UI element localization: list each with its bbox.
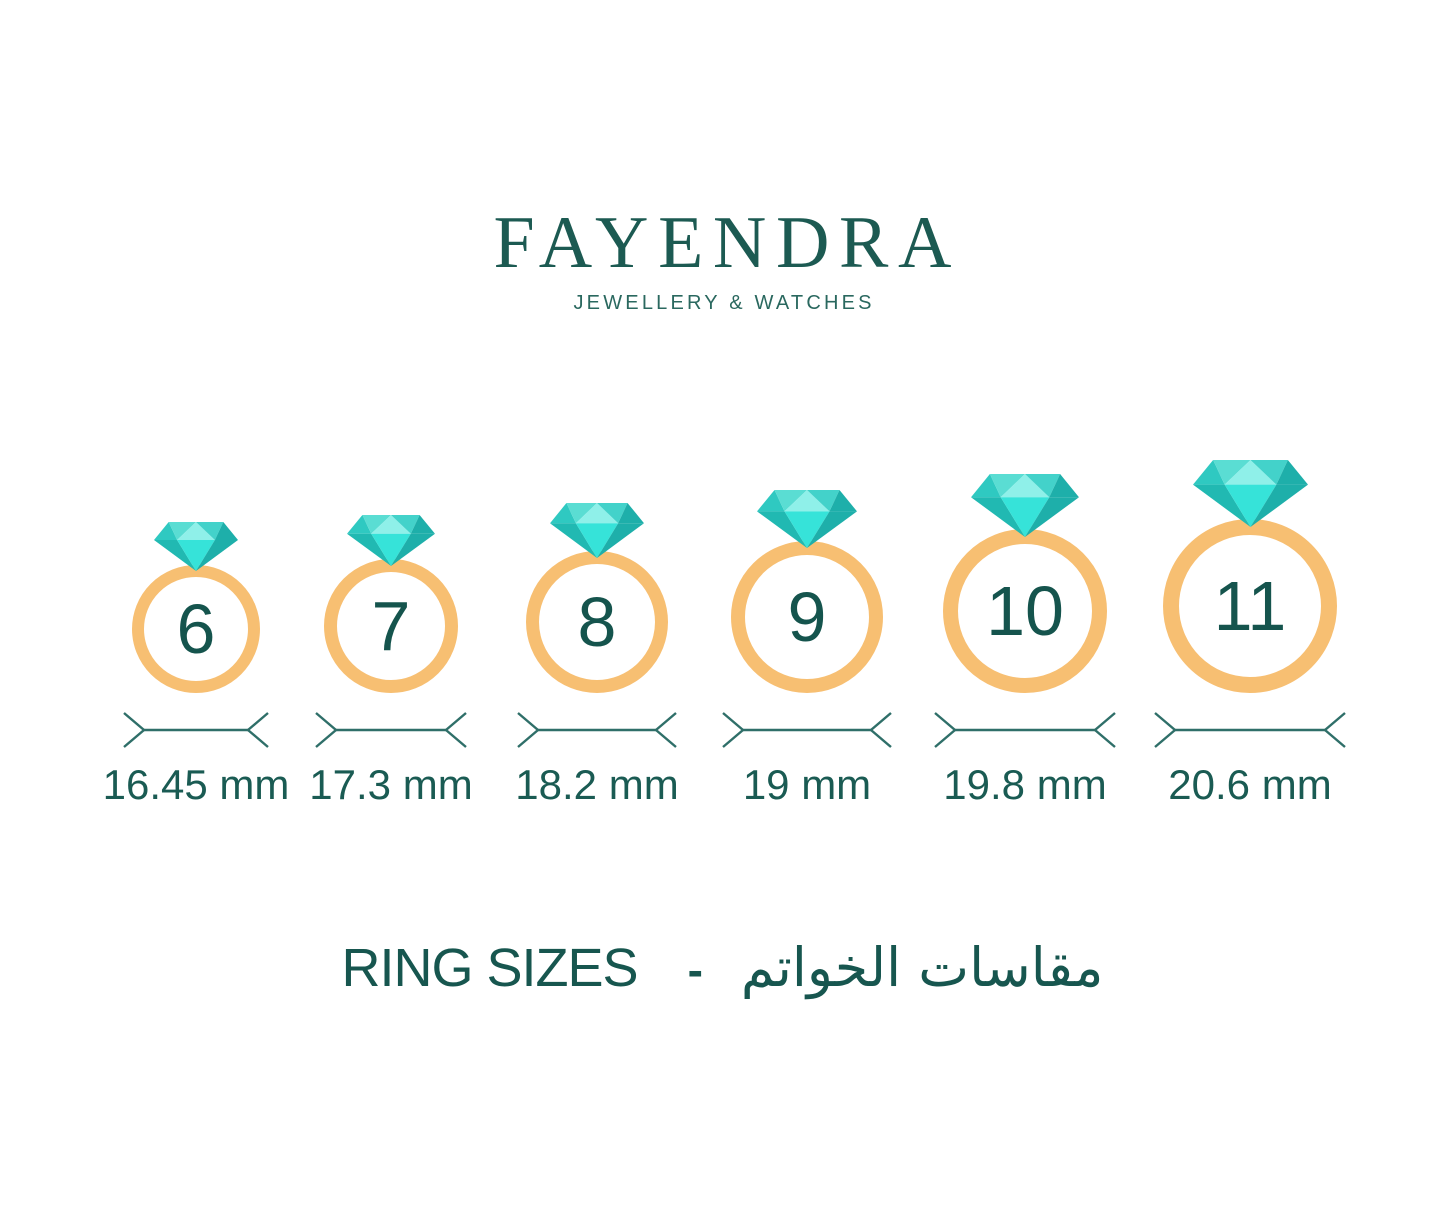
ring-band: 6	[132, 565, 260, 693]
diameter-label: 17.3 mm	[309, 761, 473, 808]
ring-size-number: 9	[787, 578, 827, 656]
diamond-icon	[550, 502, 644, 563]
brand-name: FAYENDRA	[493, 202, 962, 284]
ring-band: 7	[324, 559, 458, 693]
diamond-icon	[347, 514, 435, 571]
diameter-label: 19.8 mm	[943, 761, 1107, 808]
diamond-icon	[971, 473, 1079, 542]
ring-band: 10	[943, 529, 1107, 693]
ring-size-number: 11	[1213, 567, 1287, 645]
ring-size-number: 8	[577, 583, 617, 661]
diameter-label: 20.6 mm	[1168, 761, 1332, 808]
ring-size-number: 7	[371, 587, 411, 665]
diameter-dimension-line	[934, 712, 1116, 753]
diamond-icon	[1192, 460, 1308, 532]
ring-size-number: 6	[176, 590, 216, 668]
ring-band: 8	[526, 551, 668, 693]
diamond-icon	[757, 490, 857, 553]
ring-size-number: 10	[986, 572, 1064, 650]
diameter-label: 18.2 mm	[515, 761, 679, 808]
diameter-dimension-line	[315, 712, 467, 753]
chart-title-arabic: مقاسات الخواتم	[740, 936, 1104, 999]
diameter-dimension-line	[722, 712, 892, 753]
chart-title-english: RING SIZES	[341, 938, 639, 998]
diameter-label: 19 mm	[742, 761, 872, 808]
title-separator: -	[687, 944, 703, 996]
ring-band: 9	[731, 541, 883, 693]
diameter-dimension-line	[517, 712, 677, 753]
ring-band: 11	[1163, 519, 1337, 693]
diameter-dimension-line	[1154, 712, 1346, 753]
chart-title: RING SIZES - مقاسات الخواتم	[0, 936, 1445, 999]
diameter-dimension-line	[123, 712, 269, 753]
brand-tagline: JEWELLERY & WATCHES	[573, 292, 875, 314]
brand-logo: FAYENDRA JEWELLERY & WATCHES	[0, 206, 1445, 313]
diamond-icon	[154, 522, 238, 576]
diameter-label: 16.45 mm	[102, 761, 290, 808]
